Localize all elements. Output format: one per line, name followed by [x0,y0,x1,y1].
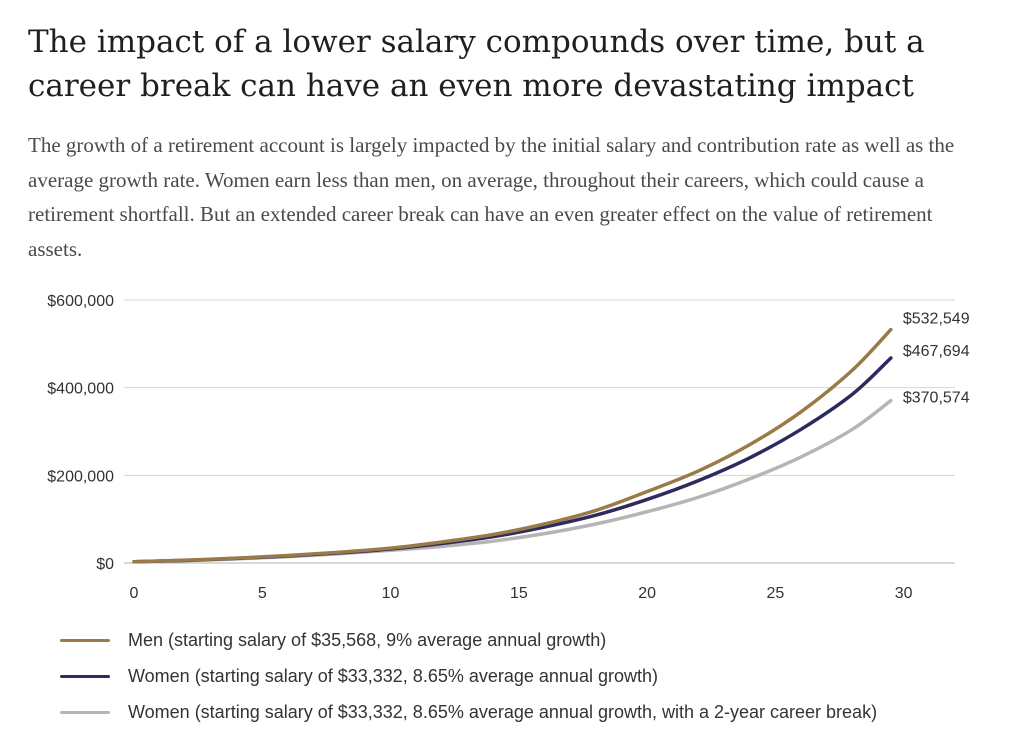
end-value-label-1: $532,549 [903,311,970,328]
y-axis-tick-labels: $0 $200,000 $400,000 $600,000 [47,293,114,573]
x-tick-label: 30 [895,585,913,602]
end-value-label-2: $467,694 [903,343,970,360]
end-value-labels: $532,549 $467,694 $370,574 [903,311,970,407]
legend-swatch [60,674,110,678]
series-lines [132,327,893,564]
x-tick-label: 25 [767,585,785,602]
legend-label: Men (starting salary of $35,568, 9% aver… [128,629,607,650]
legend-item-1: Men (starting salary of $35,568, 9% aver… [60,622,1020,658]
legend-label: Women (starting salary of $33,332, 8.65%… [128,701,878,722]
legend-item-3: Women (starting salary of $33,332, 8.65%… [60,694,1020,730]
grid-lines [124,299,955,564]
y-tick-label: $0 [96,556,114,573]
legend-label: Women (starting salary of $33,332, 8.65%… [128,665,658,686]
line-chart: $0$200,000$400,000$600,000 0 5 10 15 20 25 30 … [47,293,970,602]
y-tick-label: $400,000 [47,381,114,398]
series-line-1 [132,327,893,564]
y-tick-label: $200,000 [47,468,114,485]
legend-item-2: Women (starting salary of $33,332, 8.65%… [60,658,1020,694]
legend-swatch [60,638,110,642]
x-tick-label: 5 [258,585,267,602]
x-tick-label: 0 [130,585,139,602]
series-line-3 [132,398,893,564]
chart-legend: Men (starting salary of $35,568, 9% aver… [60,622,1020,730]
legend-swatch [60,710,110,714]
x-axis-tick-labels: 0 5 10 15 20 25 30 [130,585,913,602]
x-tick-label: 20 [638,585,656,602]
chart-title: The impact of a lower salary compounds o… [28,24,925,104]
chart-subtitle: The growth of a retirement account is la… [28,133,955,261]
x-tick-label: 10 [382,585,400,602]
x-tick-label: 15 [510,585,528,602]
end-value-label-3: $370,574 [903,390,970,407]
y-tick-label: $600,000 [47,293,114,310]
